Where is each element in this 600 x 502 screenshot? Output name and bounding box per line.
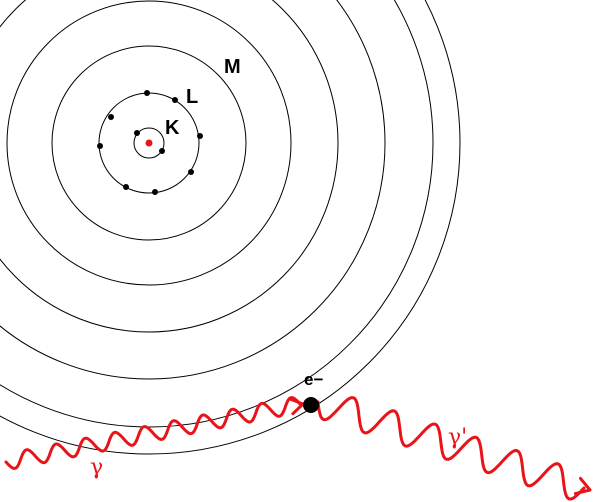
outer-shell-4 xyxy=(0,0,434,428)
outer-shell-1 xyxy=(6,0,292,286)
outer-shell-2 xyxy=(0,0,339,333)
outer-shell-5 xyxy=(0,0,461,455)
k-shell-electron xyxy=(134,130,140,136)
shell-k-orbit xyxy=(133,127,165,159)
bound-electrons xyxy=(97,90,203,195)
shell-label-l: L xyxy=(186,86,198,108)
atom-shells xyxy=(0,0,461,455)
l-shell-electron xyxy=(97,143,103,149)
outer-shell-3 xyxy=(0,0,386,380)
incident-photon-wave xyxy=(4,396,302,470)
l-shell-electron xyxy=(123,184,129,190)
scattered-photon-label: γ' xyxy=(448,425,467,450)
shell-label-m: M xyxy=(224,56,241,78)
l-shell-electron xyxy=(172,97,178,103)
l-shell-electron xyxy=(197,133,203,139)
scattered-photon-wave xyxy=(316,396,586,501)
scattered-photon-arrowhead xyxy=(573,476,592,496)
l-shell-electron xyxy=(152,189,158,195)
nucleus xyxy=(145,139,153,147)
shell-m-orbit xyxy=(51,45,247,241)
l-shell-electron xyxy=(144,90,150,96)
l-shell-electron xyxy=(108,114,114,120)
scattered-electron xyxy=(303,397,319,413)
electron-label: e− xyxy=(304,370,323,389)
l-shell-electron xyxy=(188,169,194,175)
incident-photon-label: γ xyxy=(90,455,103,480)
incident-photon-arrowhead xyxy=(288,397,305,416)
shell-label-k: K xyxy=(165,117,180,139)
k-shell-electron xyxy=(159,148,165,154)
